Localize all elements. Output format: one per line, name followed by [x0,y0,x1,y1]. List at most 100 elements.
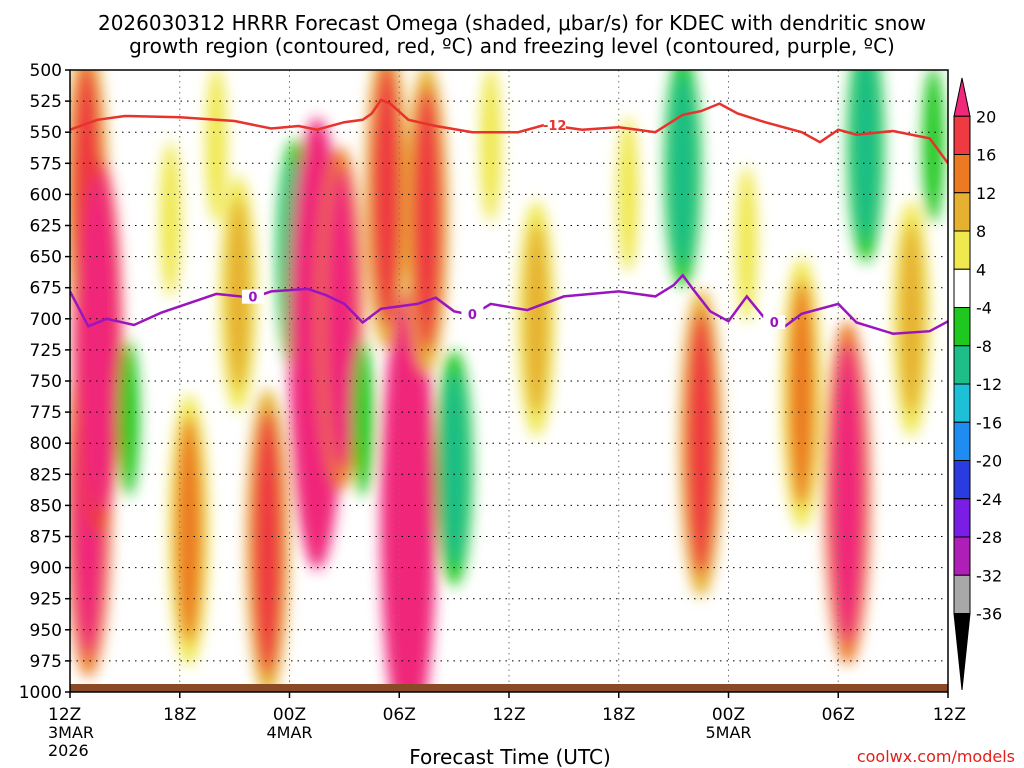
colorbar-swatch [953,421,971,461]
colorbar-swatch [953,383,971,423]
omega-cell [617,116,639,273]
omega-cell [117,340,140,497]
omega-cell [736,166,758,323]
y-tick-label: 525 [30,92,62,112]
omega-cell [371,70,402,327]
colorbar-swatch [953,536,971,576]
colorbar-swatch [953,115,971,155]
x-tick-label: 18Z [602,705,635,725]
y-tick-label: 550 [30,123,62,143]
colorbar-label: 4 [976,260,986,279]
x-tick-label: 00Z [712,705,745,725]
x-tick-label: 12Z [492,705,525,725]
y-tick-label: 700 [30,310,62,330]
chart-title-line-1: 2026030312 HRRR Forecast Omega (shaded, … [98,11,926,35]
omega-cell [160,141,182,298]
y-tick-label: 575 [30,154,62,174]
colorbar-swatch [953,307,971,347]
freezing-level-contour-label-bg [241,289,264,304]
x-tick-label: 12Z [48,705,81,725]
y-tick-label: 1000 [19,683,62,703]
colorbar-label: 20 [976,107,996,126]
freezing-level-contour-label: 0 [468,308,477,323]
omega-cell [853,70,878,241]
colorbar-label: 12 [976,184,996,203]
y-tick-label: 675 [30,279,62,299]
dgz-contour [70,98,948,165]
freezing-level-contour-label: 0 [770,316,779,331]
y-tick-label: 800 [30,434,62,454]
y-tick-label: 925 [30,590,62,610]
colorbar-label: -24 [976,490,1002,509]
omega-cell [573,283,592,404]
chart-title-line-2: growth region (contoured, red, ºC) and f… [129,34,895,58]
colorbar: 20 16 12 8 4 -4 -8 -12 -16 -20 -24 -28 -32 -36 [953,77,1002,691]
plot-grid [70,70,948,692]
omega-cell [787,279,816,508]
x-tick-date: 5MAR [705,723,751,742]
omega-cell [205,70,227,223]
omega-cell [830,342,865,643]
omega-cell [386,313,431,692]
colorbar-swatch [953,192,971,232]
omega-shading [70,70,944,692]
x-tick-date: 3MAR [48,723,94,742]
colorbar-swatch [953,345,971,385]
x-tick-label: 12Z [933,705,966,725]
colorbar-label: -12 [976,375,1002,394]
colorbar-label: -32 [976,566,1002,585]
credit-text: coolwx.com/models [857,747,1015,766]
y-tick-label: 850 [30,496,62,516]
colorbar-label: 16 [976,146,996,165]
colorbar-label: -20 [976,452,1002,471]
colorbar-swatch [953,230,971,270]
x-tick-label: 18Z [163,705,196,725]
omega-cell [78,175,117,512]
y-tick-label: 975 [30,652,62,672]
colorbar-swatch [953,460,971,500]
omega-cell [226,197,251,390]
colorbar-swatch [953,498,971,538]
x-tick-date: 4MAR [266,723,312,742]
x-tick-label: 00Z [273,705,306,725]
colorbar-bottom-arrow [953,613,971,691]
pressure-axis: 500 525 550 575 600 625 650 675 700 725 750 775 800 8… [19,61,70,703]
colorbar-label: -28 [976,528,1002,547]
colorbar-swatch [953,268,971,308]
omega-cell [899,222,924,415]
omega-cell [480,70,502,223]
x-tick-label: 06Z [383,705,416,725]
colorbar-top-arrow [953,77,971,117]
y-tick-label: 600 [30,185,62,205]
omega-cell [524,222,549,415]
y-tick-label: 500 [30,61,62,81]
omega-cell [252,410,283,675]
colorbar-label: 8 [976,222,986,241]
dgz-contour-label-bg [543,117,566,132]
x-tick-label: 06Z [822,705,855,725]
y-tick-label: 875 [30,528,62,548]
colorbar-label: -36 [976,605,1002,624]
x-tick-year: 2026 [48,741,89,760]
y-tick-label: 725 [30,341,62,361]
y-tick-label: 900 [30,559,62,579]
x-axis-label: Forecast Time (UTC) [409,745,611,768]
colorbar-label: -8 [976,337,992,356]
y-tick-label: 775 [30,403,62,423]
y-tick-label: 825 [30,465,62,485]
ground-surface [70,684,948,692]
colorbar-swatch [953,154,971,194]
contour-lines: -12 0 0 0 [70,98,948,335]
y-tick-label: 750 [30,372,62,392]
omega-cell [323,168,358,469]
omega-cell [922,70,944,223]
omega-cell [411,87,443,352]
omega-cell [175,416,203,645]
freezing-level-contour-label-bg [763,315,786,330]
y-tick-label: 650 [30,248,62,268]
y-tick-label: 950 [30,621,62,641]
colorbar-label: -16 [976,413,1002,432]
dgz-contour-label: -12 [543,119,567,134]
